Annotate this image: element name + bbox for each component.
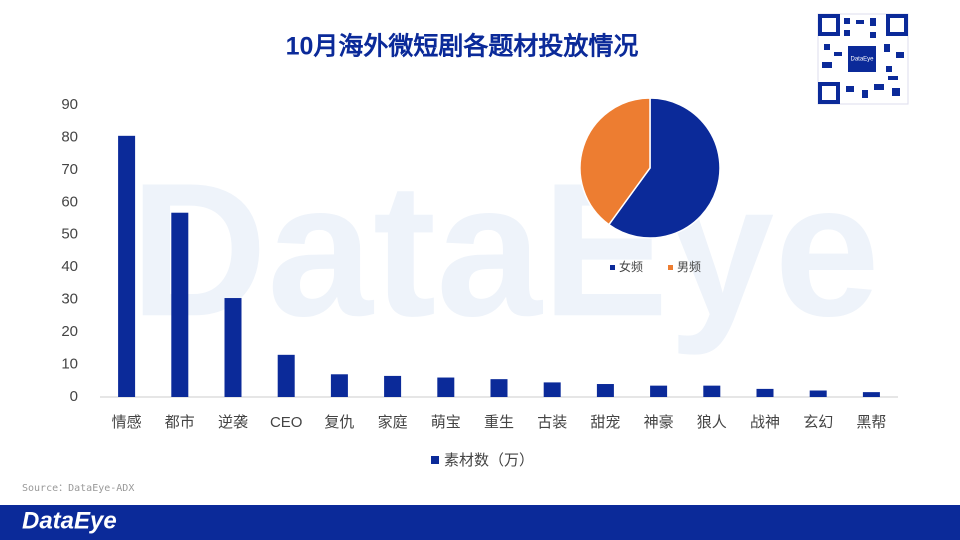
bar	[490, 379, 508, 397]
bar	[596, 384, 614, 397]
qr-finder	[818, 82, 840, 104]
x-tick-label: 重生	[484, 414, 514, 431]
bar	[384, 375, 402, 397]
y-tick-label: 20	[61, 323, 78, 340]
y-tick-label: 50	[61, 226, 78, 243]
legend-label: 素材数（万）	[444, 452, 534, 469]
legend-label: 男频	[677, 260, 701, 274]
y-tick-label: 70	[61, 161, 78, 178]
bar	[650, 385, 668, 397]
bar	[756, 388, 774, 397]
bar	[171, 212, 189, 397]
legend-label: 女频	[619, 259, 643, 274]
charts: 0 10 20 30 40 50 60 70 80 90 情感 都市 逆袭 CEO 复仇 家庭 萌宝 重生 古装 甜宠…	[61, 96, 898, 469]
y-tick-label: 90	[61, 96, 78, 113]
y-tick-label: 80	[61, 128, 78, 145]
x-tick-label: 神豪	[644, 413, 674, 431]
bar	[437, 377, 455, 397]
x-tick-label: CEO	[270, 414, 303, 431]
x-tick-label: 家庭	[378, 414, 408, 431]
y-tick-label: 60	[61, 193, 78, 210]
footer-bar	[0, 505, 960, 540]
pie-slice	[607, 97, 721, 239]
x-tick-label: 萌宝	[431, 414, 461, 431]
x-tick-label: 战神	[750, 414, 780, 431]
x-tick-label: 狼人	[697, 414, 727, 431]
x-tick-label: 逆袭	[218, 414, 248, 431]
x-tick-label: 复仇	[324, 413, 354, 431]
bar	[809, 390, 827, 397]
legend-swatch	[668, 265, 673, 270]
bar	[703, 385, 721, 397]
x-tick-label: 黑帮	[856, 414, 886, 431]
x-tick-label: 都市	[165, 414, 195, 431]
bar	[330, 374, 348, 397]
legend-swatch	[610, 265, 615, 270]
watermark: DataEye	[130, 144, 880, 356]
bar	[862, 392, 880, 397]
y-tick-label: 0	[70, 388, 78, 405]
footer-logo: DataEye	[22, 507, 117, 534]
qr-center	[848, 46, 876, 72]
y-tick-label: 30	[61, 291, 78, 308]
x-tick-label: 玄幻	[803, 414, 833, 431]
bar	[118, 135, 136, 398]
x-tick-label: 情感	[112, 414, 142, 431]
qr-finder	[886, 14, 908, 36]
bar	[543, 382, 561, 397]
qr-code: DataEye	[817, 13, 909, 105]
pie-slice	[579, 97, 651, 226]
qr-label: DataEye	[850, 57, 874, 63]
y-tick-label: 40	[61, 258, 78, 275]
x-tick-label: 甜宠	[590, 414, 620, 431]
bar	[277, 354, 295, 397]
bar	[224, 298, 242, 397]
source: Source：DataEye-ADX	[22, 483, 134, 494]
x-tick-label: 古装	[537, 414, 567, 431]
legend-swatch	[431, 456, 439, 464]
slide-title: 10月海外微短剧各题材投放情况	[286, 32, 639, 61]
qr-pattern	[822, 18, 904, 98]
y-tick-label: 10	[61, 356, 78, 373]
qr-finder	[818, 14, 840, 36]
